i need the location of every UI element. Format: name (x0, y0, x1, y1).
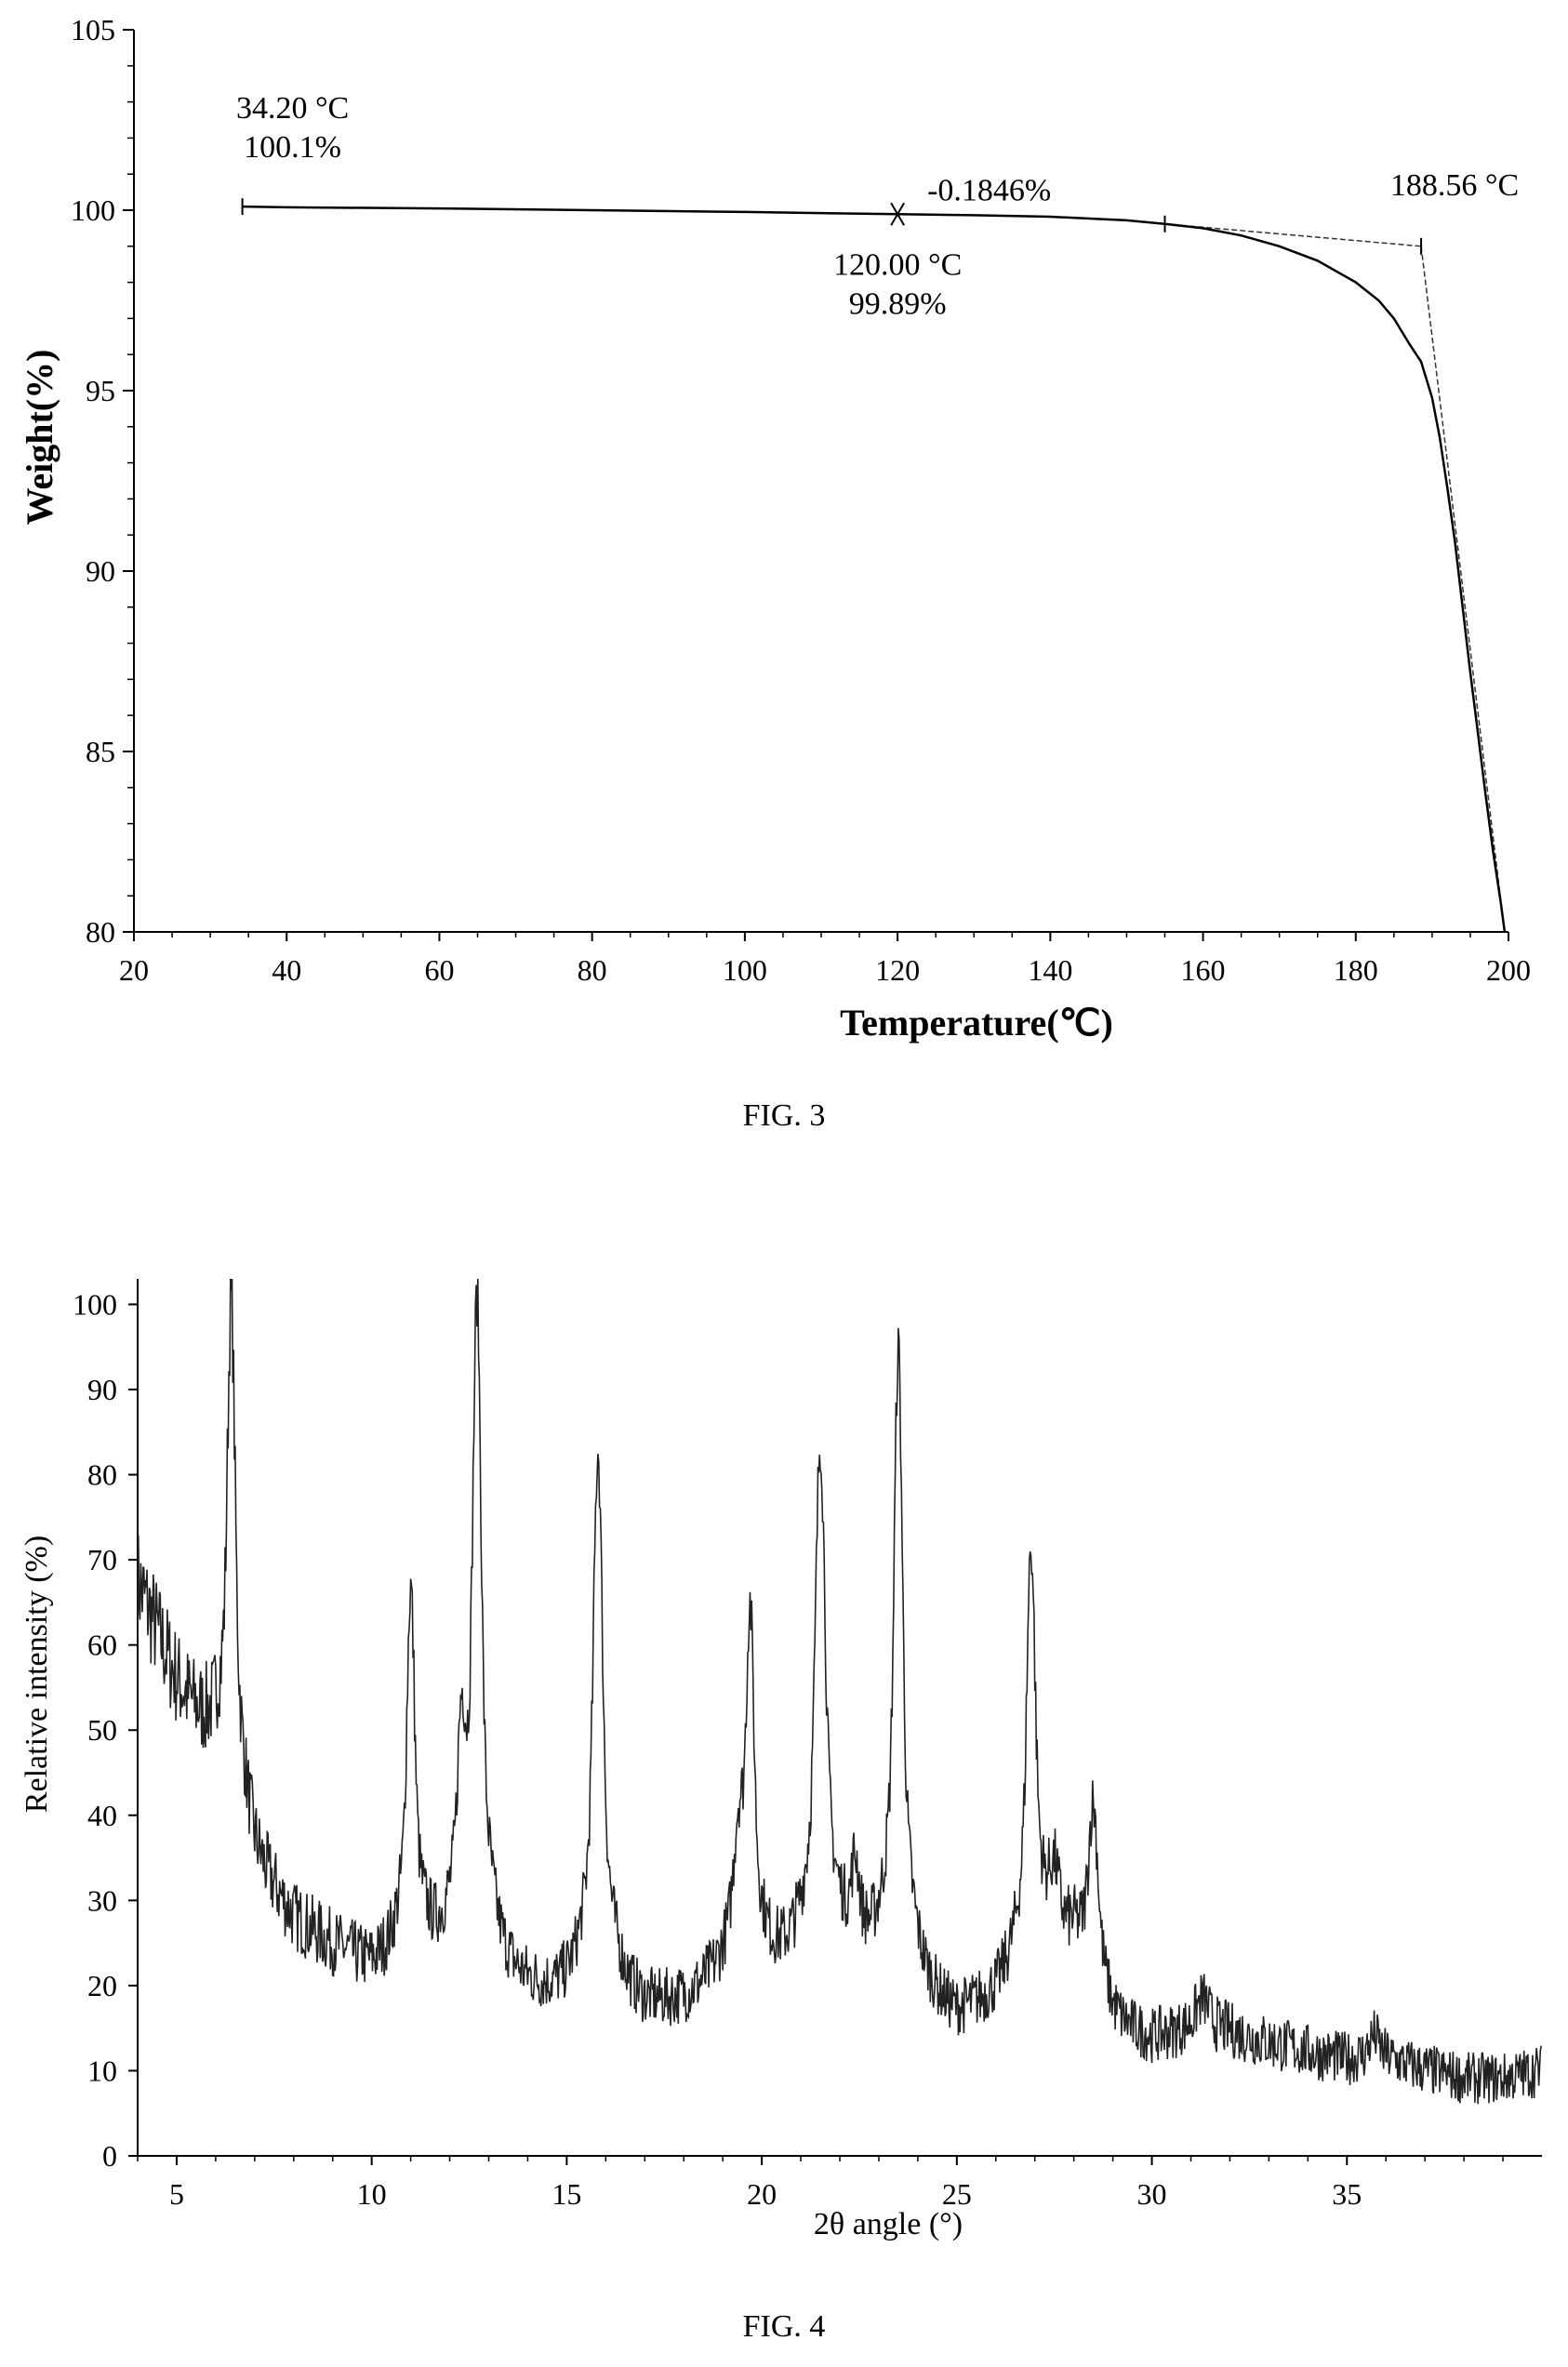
tga-x-axis-title: Temperature(℃) (840, 1002, 1113, 1044)
xrd-x-tick-label: 15 (551, 2177, 581, 2211)
xrd-x-tick-label: 35 (1332, 2177, 1362, 2211)
xrd-pattern-curve (137, 1278, 1542, 2105)
tga-x-ticks: 20 40 60 80 100 120 140 160 180 200 (119, 932, 1531, 987)
tga-extrapolation-line (1164, 222, 1422, 247)
xrd-x-tick-label: 20 (747, 2177, 777, 2211)
xrd-x-tick-label: 10 (357, 2177, 387, 2211)
tga-annotation-label: 99.89% (849, 286, 947, 321)
xrd-x-tick-label: 25 (942, 2177, 972, 2211)
tga-annotation-label: 120.00 °C (833, 247, 962, 282)
tga-y-tick-label: 95 (86, 374, 115, 407)
tga-y-tick-label: 85 (86, 735, 115, 768)
tga-annotation-label: 188.56 °C (1390, 168, 1519, 203)
xrd-x-tick-label: 5 (169, 2177, 184, 2211)
tga-extrapolation-line (1420, 246, 1506, 933)
xrd-y-tick-label: 10 (87, 2054, 117, 2087)
tga-x-tick-label: 60 (424, 953, 454, 987)
tga-weight-curve (242, 205, 1507, 933)
tga-x-tick-label: 160 (1181, 953, 1226, 987)
tga-markers (241, 198, 1423, 255)
xrd-chart: 5 10 15 20 25 30 35 0 10 20 30 40 50 60 70 80 90 100 2θ … (20, 1278, 1542, 2344)
xrd-y-tick-label: 30 (87, 1883, 117, 1917)
tga-x-tick-label: 40 (272, 953, 301, 987)
xrd-y-tick-label: 100 (73, 1287, 117, 1321)
tga-x-tick-label: 120 (875, 953, 920, 987)
fig4-caption: FIG. 4 (743, 2309, 826, 2344)
tga-annotation-label: 100.1% (244, 130, 341, 165)
xrd-y-tick-label: 0 (102, 2139, 117, 2173)
tga-x-tick-label: 140 (1028, 953, 1072, 987)
tga-y-tick-label: 105 (71, 13, 115, 47)
xrd-x-ticks: 5 10 15 20 25 30 35 (137, 2156, 1504, 2211)
tga-extrapolation-lines (1164, 222, 1506, 933)
tga-x-tick-label: 80 (578, 953, 607, 987)
xrd-y-tick-label: 40 (87, 1799, 117, 1832)
xrd-y-ticks: 0 10 20 30 40 50 60 70 80 90 100 (73, 1287, 138, 2173)
tga-cross-marker (890, 202, 905, 226)
tga-x-tick-label: 180 (1334, 953, 1378, 987)
tga-y-tick-label: 100 (71, 193, 115, 227)
tga-annotations: 34.20 °C 100.1% -0.1846% 120.00 °C 99.89% 188… (236, 91, 1519, 321)
tga-x-tick-label: 20 (119, 953, 149, 987)
xrd-y-tick-label: 60 (87, 1629, 117, 1662)
fig3-caption: FIG. 3 (743, 1098, 826, 1133)
tga-y-tick-label: 90 (86, 554, 115, 588)
tga-y-ticks: 80 85 90 95 100 105 (71, 13, 134, 949)
tga-y-axis-title: Weight(%) (19, 350, 60, 525)
xrd-x-axis-title: 2θ angle (°) (814, 2207, 963, 2241)
xrd-y-tick-label: 90 (87, 1373, 117, 1406)
tga-chart: 20 40 60 80 100 120 140 160 180 200 80 85 90 95 100 10… (19, 13, 1531, 1133)
xrd-y-tick-label: 50 (87, 1713, 117, 1747)
tga-y-tick-label: 80 (86, 915, 115, 949)
xrd-y-axis-title: Relative intensity (%) (20, 1536, 54, 1813)
xrd-y-tick-label: 20 (87, 1969, 117, 2002)
xrd-y-tick-label: 70 (87, 1543, 117, 1576)
tga-x-tick-label: 200 (1486, 953, 1531, 987)
xrd-y-tick-label: 80 (87, 1458, 117, 1492)
tga-x-tick-label: 100 (723, 953, 767, 987)
xrd-x-tick-label: 30 (1137, 2177, 1167, 2211)
tga-annotation-label: -0.1846% (927, 173, 1051, 207)
tga-annotation-label: 34.20 °C (236, 91, 349, 126)
